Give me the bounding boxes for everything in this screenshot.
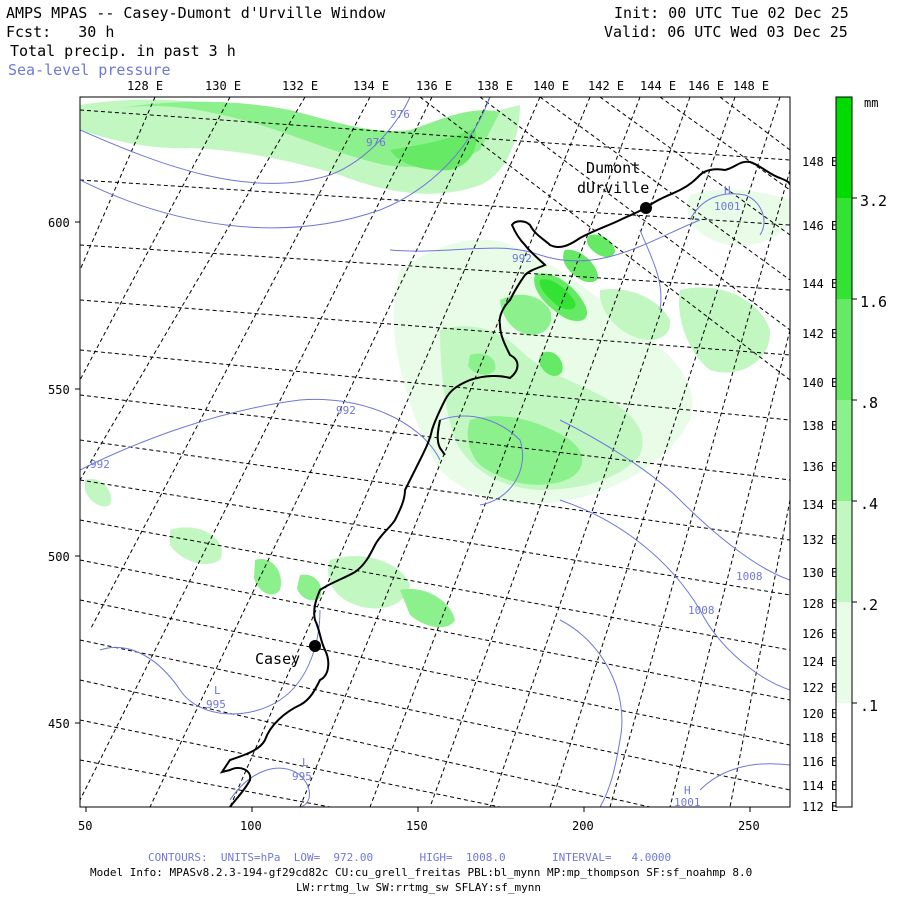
x-tick-label: 150 xyxy=(406,819,428,833)
x-tick-label: 100 xyxy=(240,819,262,833)
right-lon-labels: 148 E 146 E 144 E 142 E 140 E 138 E 136 … xyxy=(802,155,838,814)
y-tick-label: 500 xyxy=(48,550,70,564)
y-tick-label: 600 xyxy=(48,216,70,230)
y-axis: 600 550 500 450 xyxy=(48,216,80,731)
colorbar-swatch xyxy=(836,602,852,703)
right-lon-label: 142 E xyxy=(802,327,838,341)
contour-label: 995 xyxy=(292,770,312,783)
station-markers: Casey Dumont dUrville xyxy=(255,159,652,668)
valid-time: Valid: 06 UTC Wed 03 Dec 25 xyxy=(604,23,848,41)
top-lon-label: 144 E xyxy=(640,79,676,93)
contour-label: 992 xyxy=(90,458,110,471)
map-title: AMPS MPAS -- Casey-Dumont d'Urville Wind… xyxy=(6,4,386,22)
dumont-label: Dumont xyxy=(586,159,640,177)
contour-label: 1008 xyxy=(736,570,763,583)
right-lon-label: 132 E xyxy=(802,533,838,547)
x-tick-label: 200 xyxy=(572,819,594,833)
x-axis: 50 100 150 200 250 xyxy=(78,807,760,833)
slp-contours xyxy=(80,97,790,807)
field-name: Total precip. in past 3 h xyxy=(10,42,236,60)
colorbar: mm 3.2 1.6 .8 .4 .2 .1 xyxy=(835,96,887,808)
init-time: Init: 00 UTC Tue 02 Dec 25 xyxy=(614,4,849,22)
colorbar-swatch xyxy=(836,97,852,198)
right-lon-label: 122 E xyxy=(802,681,838,695)
right-lon-label: 130 E xyxy=(802,566,838,580)
contour-label: 995 xyxy=(206,698,226,711)
right-lon-label: 112 E xyxy=(802,800,838,814)
coastline xyxy=(219,160,790,807)
contour-label: 992 xyxy=(512,252,532,265)
colorbar-swatch xyxy=(836,198,852,299)
low-center: L xyxy=(302,756,309,769)
model-info: Model Info: MPASv8.2.3-194-gf29cd82c CU:… xyxy=(90,866,753,879)
contours-info: CONTOURS: UNITS=hPa LOW= 972.00 HIGH= 10… xyxy=(148,851,672,864)
top-lon-label: 134 E xyxy=(353,79,389,93)
right-lon-label: 126 E xyxy=(802,627,838,641)
contour-label: 992 xyxy=(336,404,356,417)
top-lon-label: 128 E xyxy=(127,79,163,93)
colorbar-label: .1 xyxy=(860,697,878,715)
right-lon-label: 134 E xyxy=(802,498,838,512)
top-lon-label: 148 E xyxy=(733,79,769,93)
right-lon-label: 120 E xyxy=(802,707,838,721)
colorbar-swatch xyxy=(836,703,852,807)
colorbar-label: 1.6 xyxy=(860,293,887,311)
high-center: H xyxy=(724,184,731,197)
contour-label: 976 xyxy=(366,136,386,149)
contour-label: 1001 xyxy=(714,200,741,213)
colorbar-label: .8 xyxy=(860,394,878,412)
right-lon-label: 118 E xyxy=(802,731,838,745)
right-lon-label: 146 E xyxy=(802,219,838,233)
right-lon-label: 138 E xyxy=(802,419,838,433)
contour-label-group: 976 976 992 992 992 1008 1008 1001 1001 … xyxy=(90,108,763,809)
colorbar-swatch xyxy=(836,501,852,602)
top-lon-label: 132 E xyxy=(282,79,318,93)
right-lon-label: 128 E xyxy=(802,597,838,611)
right-lon-label: 148 E xyxy=(802,155,838,169)
top-lon-label: 146 E xyxy=(688,79,724,93)
right-lon-label: 144 E xyxy=(802,277,838,291)
casey-label: Casey xyxy=(255,650,300,668)
right-lon-label: 114 E xyxy=(802,779,838,793)
casey-marker xyxy=(309,640,321,652)
y-tick-label: 550 xyxy=(48,383,70,397)
top-lon-labels: 128 E 130 E 132 E 134 E 136 E 138 E 140 … xyxy=(127,79,769,93)
map-frame xyxy=(79,96,791,808)
low-center: L xyxy=(214,684,221,697)
x-tick-label: 250 xyxy=(738,819,760,833)
top-lon-label: 136 E xyxy=(416,79,452,93)
right-lon-label: 136 E xyxy=(802,460,838,474)
colorbar-label: 3.2 xyxy=(860,192,887,210)
top-lon-label: 138 E xyxy=(477,79,513,93)
top-lon-label: 140 E xyxy=(533,79,569,93)
right-lon-label: 140 E xyxy=(802,376,838,390)
colorbar-unit: mm xyxy=(864,96,878,110)
contour-label: 1008 xyxy=(688,604,715,617)
dumont-durville-marker xyxy=(640,202,652,214)
high-center: H xyxy=(684,784,691,797)
top-lon-label: 142 E xyxy=(588,79,624,93)
durville-label: dUrville xyxy=(577,179,649,197)
contour-label: 1001 xyxy=(674,796,701,809)
colorbar-label: .4 xyxy=(860,495,878,513)
right-lon-label: 124 E xyxy=(802,655,838,669)
forecast-hour: Fcst: 30 h xyxy=(6,23,115,41)
right-lon-label: 116 E xyxy=(802,755,838,769)
top-lon-label: 130 E xyxy=(205,79,241,93)
overlay-name: Sea-level pressure xyxy=(8,61,171,79)
colorbar-swatch xyxy=(836,400,852,501)
y-tick-label: 450 xyxy=(48,717,70,731)
latlon-grid xyxy=(80,97,790,807)
colorbar-label: .2 xyxy=(860,596,878,614)
x-tick-label: 50 xyxy=(78,819,92,833)
colorbar-swatch xyxy=(836,299,852,400)
contour-label: 976 xyxy=(390,108,410,121)
physics-info: LW:rrtmg_lw SW:rrtmg_sw SFLAY:sf_mynn xyxy=(296,881,542,894)
